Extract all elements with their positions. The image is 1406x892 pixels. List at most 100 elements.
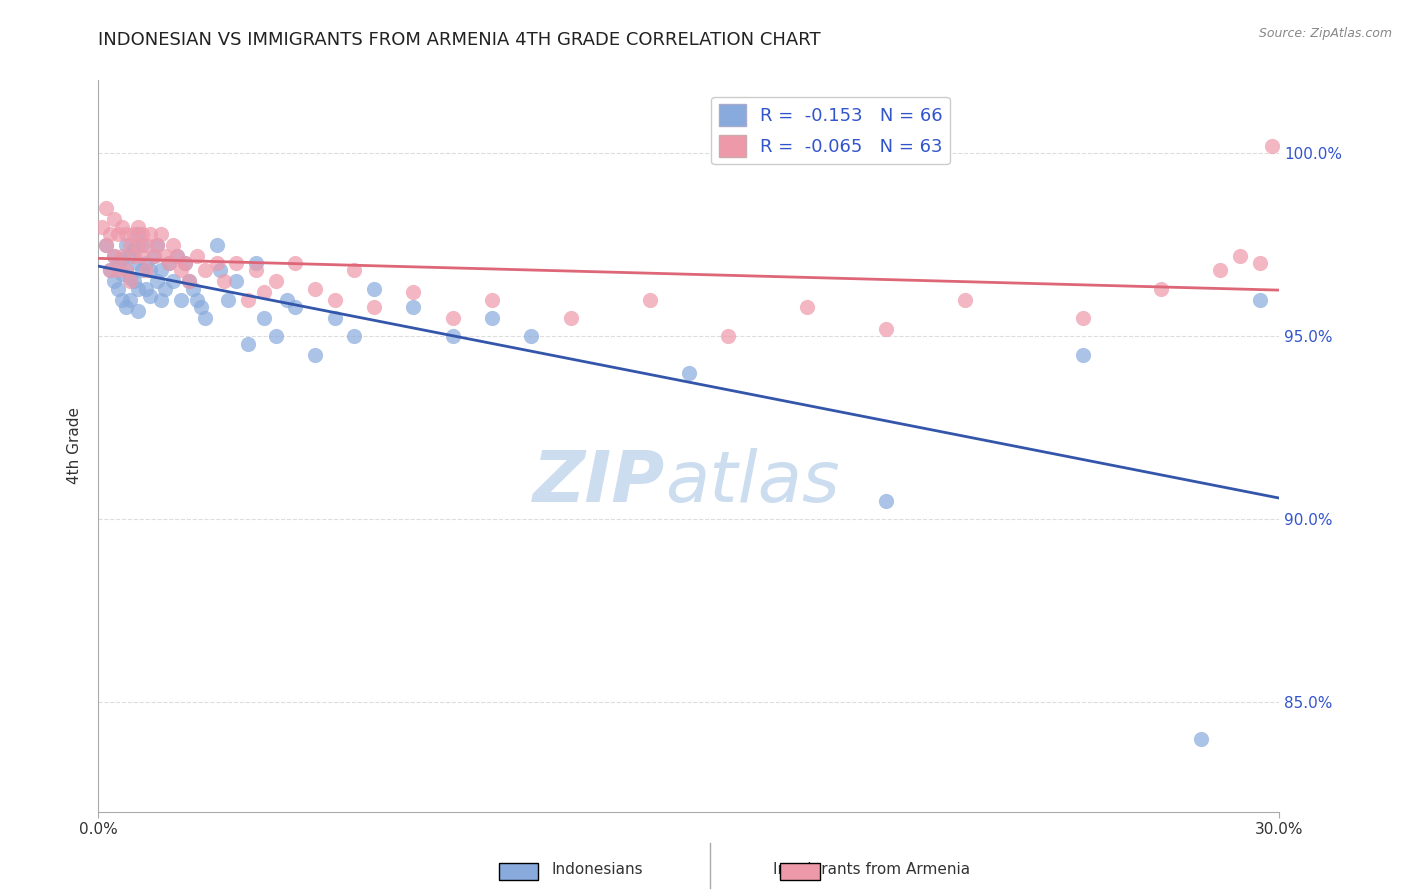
Point xyxy=(135,237,157,252)
Point xyxy=(107,227,129,241)
Point xyxy=(520,329,543,343)
Point xyxy=(875,493,897,508)
Point xyxy=(127,237,149,252)
Point xyxy=(1249,293,1271,307)
Point xyxy=(560,310,582,325)
Point xyxy=(103,249,125,263)
Point xyxy=(162,237,184,252)
Point xyxy=(186,249,208,263)
Point xyxy=(174,256,197,270)
Text: INDONESIAN VS IMMIGRANTS FROM ARMENIA 4TH GRADE CORRELATION CHART: INDONESIAN VS IMMIGRANTS FROM ARMENIA 4T… xyxy=(98,31,821,49)
Point xyxy=(111,252,134,267)
Point xyxy=(118,249,141,263)
Point xyxy=(209,263,232,277)
Point xyxy=(127,303,149,318)
Point xyxy=(170,293,193,307)
Point xyxy=(155,282,177,296)
Point xyxy=(284,256,307,270)
Point xyxy=(166,249,188,263)
Point xyxy=(91,219,114,234)
Point xyxy=(115,263,138,277)
Point xyxy=(118,270,141,285)
Point xyxy=(127,282,149,296)
Point xyxy=(1229,249,1251,263)
Point xyxy=(131,237,153,252)
Point xyxy=(166,249,188,263)
Point xyxy=(1150,282,1173,296)
Point xyxy=(131,263,153,277)
Point xyxy=(481,310,503,325)
Point xyxy=(402,300,425,314)
Point xyxy=(205,237,228,252)
Point xyxy=(115,300,138,314)
Point xyxy=(363,282,385,296)
Point xyxy=(343,263,366,277)
Point xyxy=(122,242,145,256)
Point xyxy=(245,256,267,270)
Point xyxy=(264,274,287,288)
Point xyxy=(343,329,366,343)
Point xyxy=(96,237,118,252)
Point xyxy=(1249,256,1271,270)
Point xyxy=(638,293,661,307)
Point xyxy=(138,263,160,277)
Point xyxy=(284,300,307,314)
Point xyxy=(138,227,160,241)
Point xyxy=(115,227,138,241)
Point xyxy=(111,267,134,281)
Point xyxy=(953,293,976,307)
Point xyxy=(107,263,129,277)
Point xyxy=(111,219,134,234)
Point xyxy=(190,300,212,314)
Text: Immigrants from Armenia: Immigrants from Armenia xyxy=(773,863,970,877)
Point xyxy=(177,274,200,288)
Point xyxy=(186,293,208,307)
Point xyxy=(127,256,149,270)
Point xyxy=(135,282,157,296)
Point xyxy=(181,282,204,296)
Point xyxy=(127,227,149,241)
Point xyxy=(717,329,740,343)
Point xyxy=(236,293,259,307)
Point xyxy=(264,329,287,343)
Point xyxy=(225,274,247,288)
Point xyxy=(150,227,173,241)
Point xyxy=(111,249,134,263)
Point xyxy=(157,256,180,270)
Point xyxy=(103,212,125,227)
Point xyxy=(304,347,326,361)
Point xyxy=(131,249,153,263)
Point xyxy=(162,274,184,288)
Point xyxy=(1209,263,1232,277)
Point xyxy=(253,310,276,325)
Point xyxy=(142,249,165,263)
Point xyxy=(118,274,141,288)
Point xyxy=(150,263,173,277)
Point xyxy=(363,300,385,314)
Point xyxy=(1189,731,1212,746)
Text: atlas: atlas xyxy=(665,448,839,517)
Point xyxy=(245,263,267,277)
Point xyxy=(122,249,145,263)
Point xyxy=(441,310,464,325)
Point xyxy=(155,249,177,263)
Text: ZIP: ZIP xyxy=(533,448,665,517)
Point xyxy=(214,274,236,288)
Point xyxy=(131,227,153,241)
Point xyxy=(1260,139,1282,153)
Point xyxy=(142,249,165,263)
Point xyxy=(1071,310,1094,325)
Point xyxy=(174,256,197,270)
Point xyxy=(1071,347,1094,361)
Point xyxy=(146,237,169,252)
Legend: R =  -0.153   N = 66, R =  -0.065   N = 63: R = -0.153 N = 66, R = -0.065 N = 63 xyxy=(711,96,950,164)
Point xyxy=(217,293,239,307)
Point xyxy=(170,263,193,277)
Point xyxy=(796,300,818,314)
Point xyxy=(253,285,276,300)
Point xyxy=(96,201,118,215)
Point xyxy=(481,293,503,307)
Point xyxy=(678,366,700,380)
Point xyxy=(103,249,125,263)
Point xyxy=(107,256,129,270)
